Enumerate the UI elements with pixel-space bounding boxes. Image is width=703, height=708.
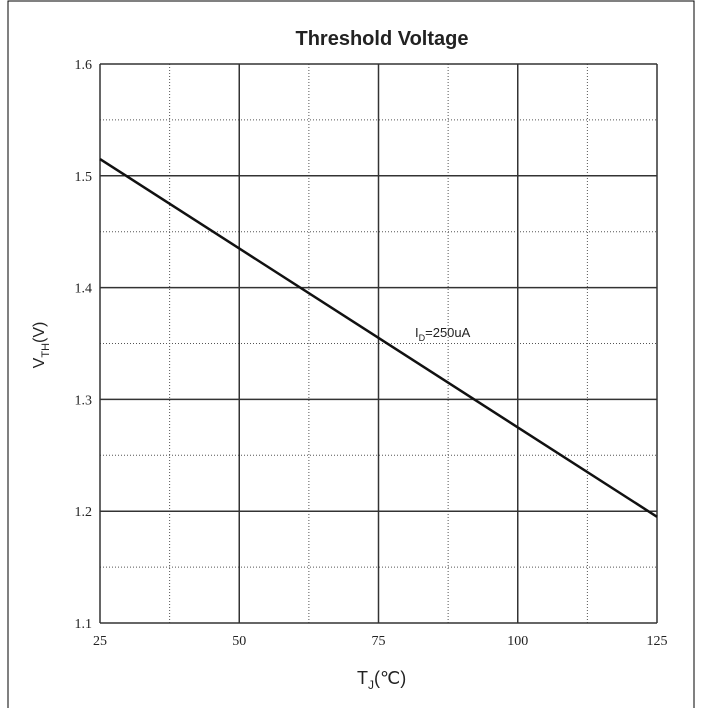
y-tick-label: 1.5	[75, 170, 93, 185]
x-tick-label: 100	[507, 634, 528, 649]
x-tick-label: 125	[647, 634, 668, 649]
x-tick-label: 50	[232, 634, 246, 649]
y-tick-label: 1.2	[75, 505, 93, 520]
y-tick-label: 1.4	[75, 282, 93, 297]
frame	[7, 0, 695, 708]
x-tick-label: 75	[372, 634, 386, 649]
annotation: ID=250uA	[415, 325, 471, 343]
x-axis-label: TJ(℃)	[357, 668, 406, 692]
y-tick-label: 1.3	[75, 393, 93, 408]
x-tick-label: 25	[93, 634, 107, 649]
y-tick-label: 1.1	[75, 617, 93, 632]
chart-title: Threshold Voltage	[296, 28, 469, 50]
y-tick-label: 1.6	[75, 58, 93, 73]
y-axis-label: VTH(V)	[31, 322, 52, 369]
data-line	[99, 157, 658, 518]
